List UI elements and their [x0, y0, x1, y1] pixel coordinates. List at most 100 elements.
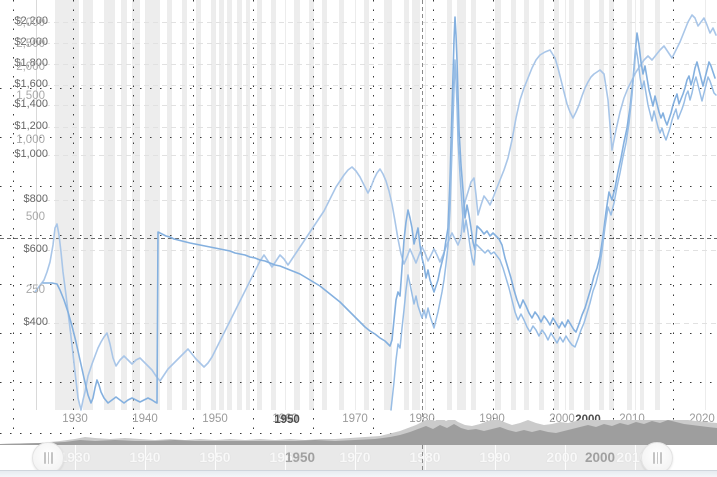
gridline-horizontal-dotted: [0, 88, 717, 89]
y-axis-label-primary: $800: [23, 193, 48, 205]
y-axis-label-primary: $1,800: [14, 57, 48, 69]
gridline-vertical-light: [705, 0, 706, 410]
gridline-vertical-light: [495, 0, 496, 410]
navigator-gridline: [705, 445, 706, 470]
navigator-gridline: [565, 445, 566, 470]
gridline-vertical-dotted: [673, 0, 674, 434]
gridline-vertical-light: [285, 0, 286, 410]
y-axis-label-primary: $1,400: [14, 98, 48, 110]
recession-band: [569, 0, 574, 410]
y-axis-label-secondary: 2,500: [16, 38, 45, 50]
gridline-vertical-light: [215, 0, 216, 410]
recession-band: [257, 0, 262, 410]
gridline-vertical-dotted: [553, 0, 554, 434]
navigator-label: 1930: [59, 449, 91, 465]
navigator-selected-range[interactable]: [47, 445, 656, 470]
recession-band: [384, 0, 392, 410]
recession-band: [104, 0, 115, 410]
gridline-horizontal-dotted: [0, 186, 717, 187]
recession-band: [196, 0, 201, 410]
gridline-vertical-light: [635, 0, 636, 410]
gridline-horizontal-dashed: [36, 250, 717, 251]
crosshair-vertical: [422, 0, 423, 445]
y-axis-label-secondary: 250: [25, 284, 45, 296]
y-axis-label-secondary: 2,000: [16, 61, 45, 73]
gridline-horizontal-dotted: [0, 284, 717, 285]
gridline-vertical-light: [145, 0, 146, 410]
gridline-vertical-dotted: [253, 0, 254, 434]
grip-icon: [660, 452, 662, 464]
navigator-label: 2010: [616, 449, 648, 465]
y-axis-label-primary: $1,600: [14, 78, 48, 90]
y-axis-label-primary: $1,000: [14, 148, 48, 160]
grip-icon: [51, 452, 53, 464]
recession-band: [404, 0, 409, 410]
y-axis-label-secondary: 500: [25, 211, 45, 223]
recession-band: [524, 0, 529, 410]
x-axis-label-primary: 1960: [272, 413, 298, 425]
gridline-vertical-dotted: [193, 0, 194, 434]
x-axis-label-primary: 1950: [202, 413, 228, 425]
range-navigator[interactable]: 1930 1940 1950 1960 1970 1980 1990 2000 2010 1950…: [0, 420, 717, 474]
y-axis-line: [36, 0, 37, 410]
recession-band: [339, 0, 344, 410]
y-axis-label-secondary: 1,500: [16, 90, 45, 102]
navigator-label: 1980: [409, 449, 441, 465]
price-series-plot: [34, 14, 717, 411]
x-axis-label-primary: 2000: [549, 413, 575, 425]
recession-band: [182, 0, 187, 410]
grip-icon: [47, 452, 49, 464]
navigator-gridline: [285, 445, 286, 470]
price-series-line: [390, 47, 717, 411]
gridline-horizontal-dotted: [0, 333, 717, 334]
gridline-vertical-dotted: [73, 0, 74, 434]
gridline-vertical-dotted: [313, 0, 314, 434]
gridline-vertical-light: [425, 0, 426, 410]
grip-icon: [653, 452, 655, 464]
recession-band: [227, 0, 232, 410]
price-series-line: [34, 14, 717, 411]
recession-band: [412, 0, 420, 410]
navigator-gridline: [495, 445, 496, 470]
gridline-horizontal-dotted: [0, 433, 717, 434]
x-axis-label-secondary: 1950: [274, 414, 300, 426]
gridline-horizontal-dashed: [36, 200, 717, 201]
gridline-horizontal-dotted: [0, 137, 717, 138]
recession-band: [246, 0, 250, 410]
gridline-horizontal-dotted: [0, 235, 717, 236]
gridline-vertical-light: [355, 0, 356, 410]
x-axis-label-primary: 1970: [342, 413, 368, 425]
recession-band: [539, 0, 544, 410]
navigator-label: 1940: [129, 449, 161, 465]
crosshair-horizontal: [0, 238, 717, 239]
recession-band: [237, 0, 242, 410]
recession-band: [609, 0, 614, 410]
recession-band: [584, 0, 590, 410]
recession-band: [219, 0, 224, 410]
recession-band: [167, 0, 172, 410]
y-axis-label-secondary: 1,000: [16, 134, 45, 146]
navigator-label: 1990: [479, 449, 511, 465]
recession-band: [599, 0, 604, 410]
recession-band: [322, 0, 327, 410]
recession-band: [554, 0, 559, 410]
recession-band: [496, 0, 501, 410]
gridline-horizontal-dashed: [36, 43, 717, 44]
navigator-label: 1970: [339, 449, 371, 465]
horizontal-scrollbar[interactable]: [0, 470, 717, 477]
grip-icon: [656, 452, 658, 464]
navigator-handle-left[interactable]: [32, 442, 64, 474]
gridline-vertical-dotted: [373, 0, 374, 434]
recession-band: [471, 0, 476, 410]
gridline-vertical-dotted: [13, 0, 14, 434]
navigator-gridline: [215, 445, 216, 470]
navigator-gridline: [75, 445, 76, 470]
y-axis-label-primary: $2,000: [14, 36, 48, 48]
recession-band: [655, 0, 660, 410]
recession-band: [271, 0, 276, 410]
recession-band: [294, 0, 300, 410]
gridline-horizontal-dashed: [36, 155, 717, 156]
navigator-label: 2000: [546, 449, 578, 465]
gridline-horizontal-dashed: [36, 105, 717, 106]
navigator-label-secondary: 2000: [584, 450, 616, 465]
